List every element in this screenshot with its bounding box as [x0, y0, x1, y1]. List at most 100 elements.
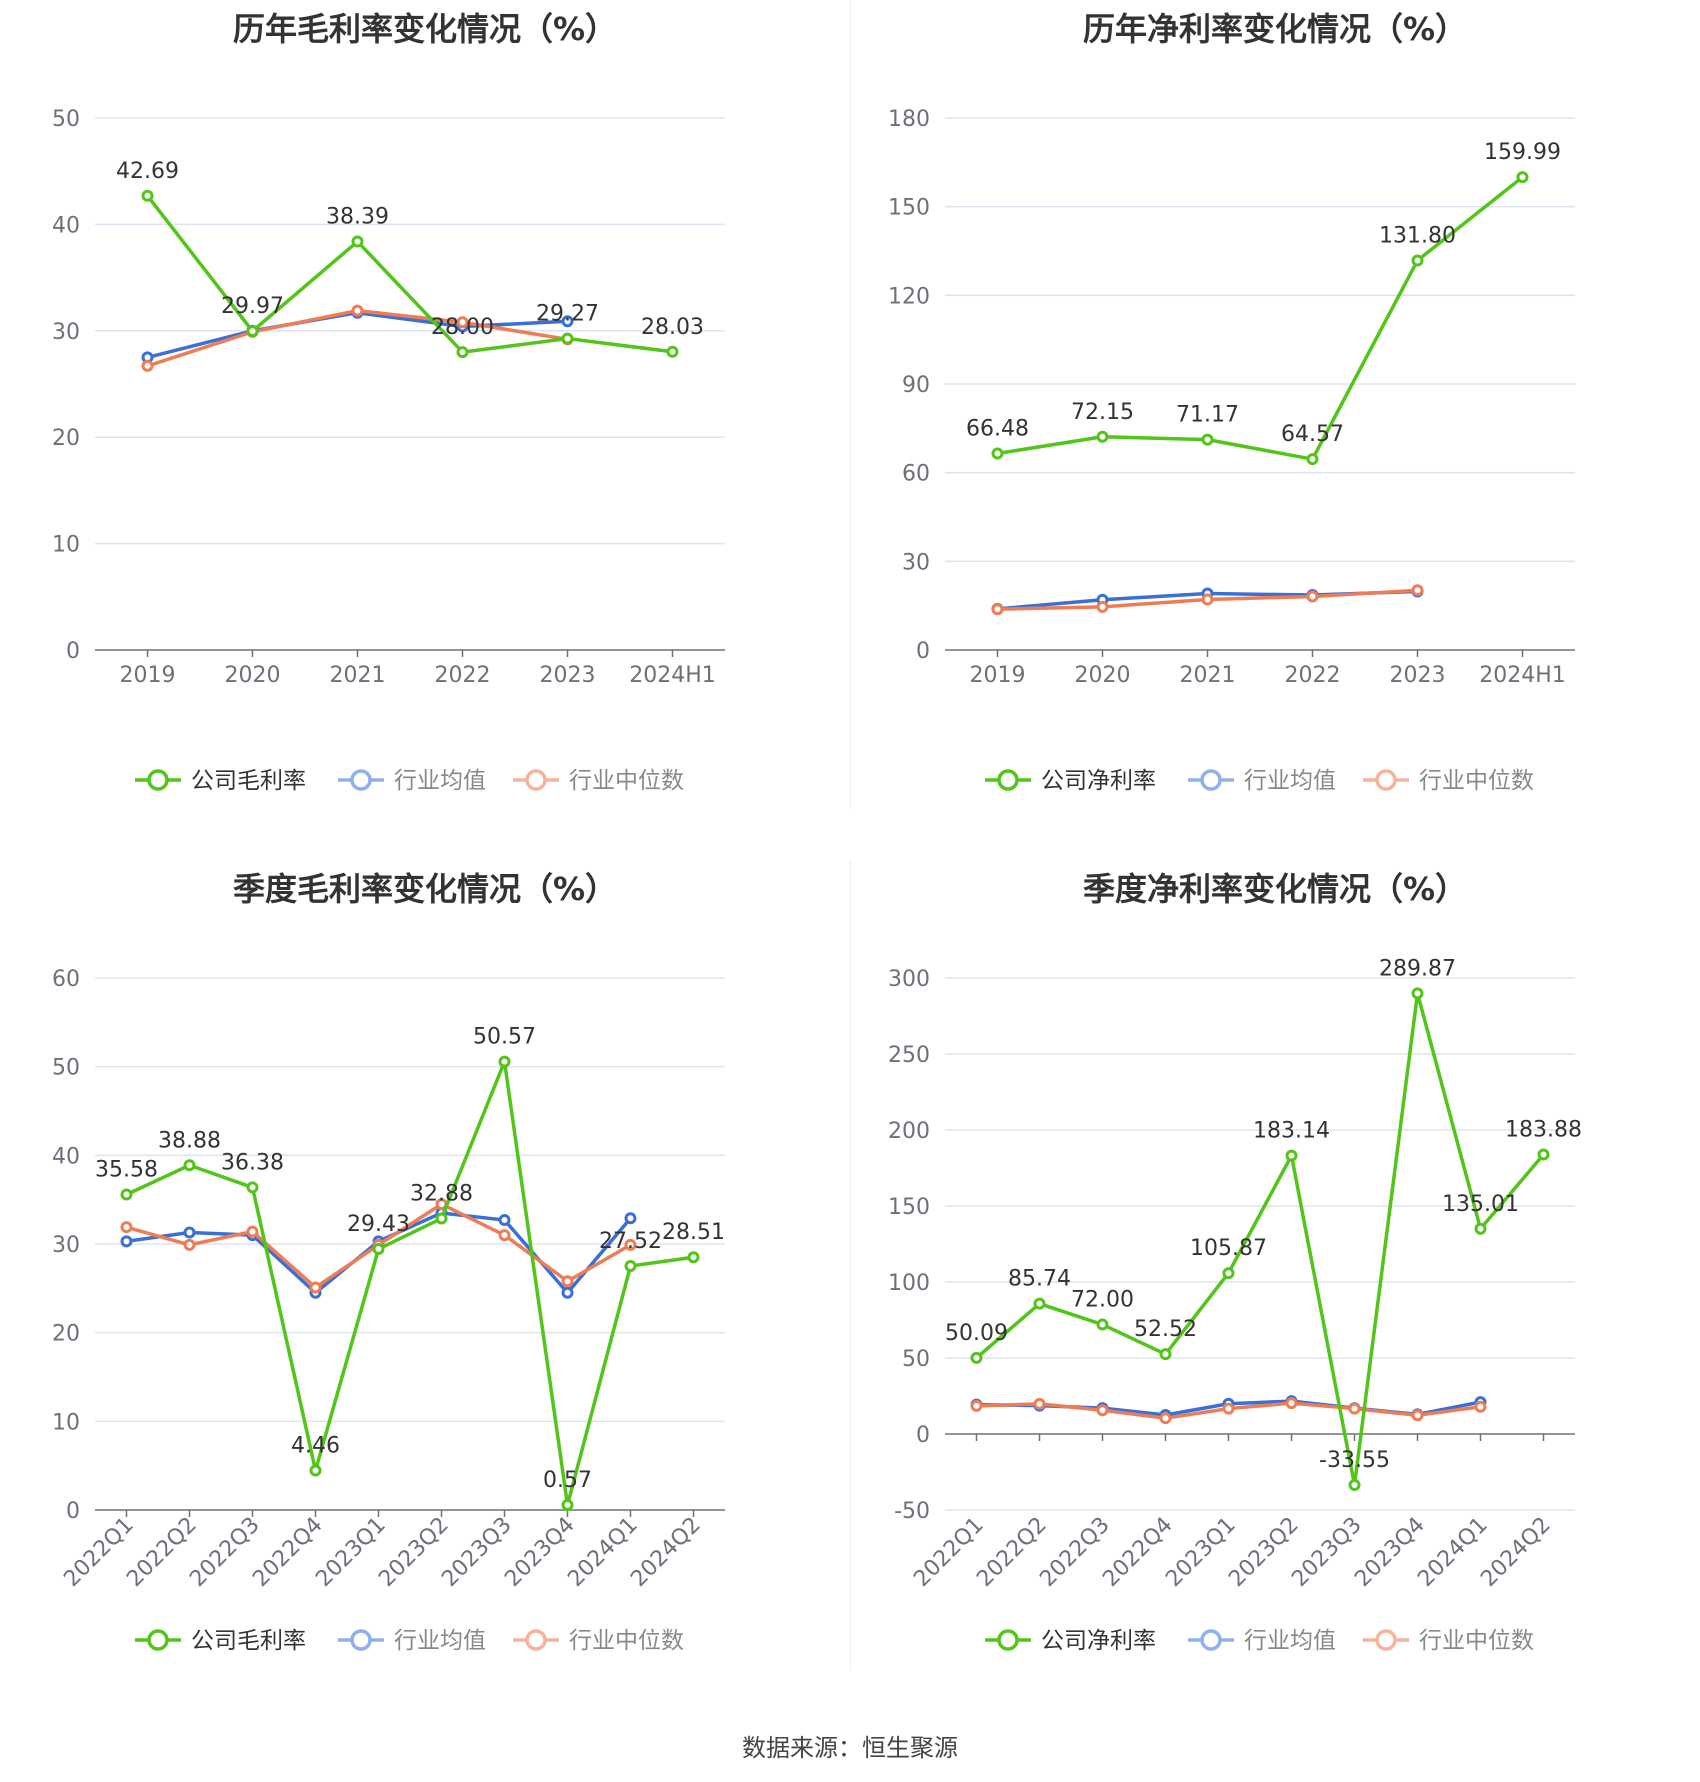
series-line-avg [147, 310, 568, 360]
y-tick-label: 90 [902, 373, 930, 398]
y-tick-label: 40 [52, 1144, 80, 1169]
data-point-company [970, 1351, 983, 1364]
y-tick-label: 20 [52, 1322, 80, 1347]
data-point-company [991, 447, 1004, 460]
legend-marker [350, 769, 372, 791]
legend-marker [1375, 1629, 1397, 1651]
data-point-company [183, 1159, 196, 1172]
y-tick-label: 20 [52, 426, 80, 451]
data-label: 28.03 [641, 315, 704, 340]
data-point-company [1537, 1148, 1550, 1161]
legend-item-median[interactable]: 行业中位数 [513, 1628, 684, 1654]
data-label: 27.52 [599, 1229, 662, 1254]
quarterly-gross-margin-svg: 01020304050602022Q12022Q22022Q32022Q4202… [52, 967, 725, 1654]
data-point-avg [498, 1214, 511, 1227]
divider [850, 860, 851, 1670]
data-source-label: 数据来源：恒生聚源 [742, 1734, 958, 1762]
data-point-company [1474, 1222, 1487, 1235]
data-point-median [246, 1225, 259, 1238]
x-tick-label: 2020 [1075, 663, 1131, 688]
data-label: 105.87 [1190, 1236, 1267, 1261]
x-tick-label: 2019 [970, 663, 1026, 688]
y-tick-label: 0 [66, 1499, 80, 1524]
data-label: 4.46 [291, 1433, 340, 1458]
data-point-median [1033, 1397, 1046, 1410]
data-point-company [246, 1181, 259, 1194]
legend-item-avg[interactable]: 行业均值 [338, 1628, 486, 1654]
data-point-avg [561, 315, 574, 328]
data-point-company [1096, 1318, 1109, 1331]
legend-item-avg[interactable]: 行业均值 [1188, 1628, 1336, 1654]
data-point-company [1201, 433, 1214, 446]
data-label: 72.15 [1071, 400, 1134, 425]
legend-label: 行业中位数 [569, 1628, 684, 1654]
data-point-median [970, 1399, 983, 1412]
legend-label: 行业均值 [394, 768, 486, 794]
data-label: 159.99 [1484, 140, 1561, 165]
y-tick-label: 300 [888, 967, 930, 992]
divider [850, 0, 851, 810]
y-tick-label: 30 [902, 550, 930, 575]
x-tick-label: 2024H1 [629, 663, 716, 688]
data-point-median [624, 1238, 637, 1251]
series-line-company [975, 991, 1545, 1487]
data-label: 29.97 [221, 294, 284, 319]
data-point-median [1285, 1397, 1298, 1410]
data-point-company [141, 189, 154, 202]
data-point-median [991, 603, 1004, 616]
legend-item-median[interactable]: 行业中位数 [1363, 768, 1534, 794]
data-label: 32.88 [410, 1181, 473, 1206]
legend-item-company[interactable]: 公司毛利率 [135, 1628, 306, 1654]
data-point-company [1411, 254, 1424, 267]
chart-title: 历年净利率变化情况（%） [1082, 10, 1468, 48]
data-label: 183.14 [1253, 1119, 1330, 1144]
data-label: 72.00 [1071, 1288, 1134, 1313]
data-point-median [1222, 1402, 1235, 1415]
data-point-median [1201, 593, 1214, 606]
quarterly-gross-margin-chart: 季度毛利率变化情况（%） 0 10 20 30 40 50 60 2022Q1 2022Q2 20… [0, 860, 850, 1720]
data-point-company [687, 1251, 700, 1264]
data-label: 38.39 [326, 205, 389, 230]
series-line-company [125, 1059, 694, 1507]
data-point-median [1411, 1409, 1424, 1422]
legend-item-company[interactable]: 公司净利率 [985, 768, 1156, 794]
legend-item-median[interactable]: 行业中位数 [1363, 1628, 1534, 1654]
data-point-company [456, 346, 469, 359]
data-point-company [1285, 1149, 1298, 1162]
data-point-median [1306, 590, 1319, 603]
legend-item-avg[interactable]: 行业均值 [1188, 768, 1336, 794]
data-point-avg [561, 1286, 574, 1299]
data-point-company [1306, 453, 1319, 466]
x-tick-label: 2023 [1390, 663, 1446, 688]
y-tick-label: 180 [888, 107, 930, 132]
data-point-median [456, 316, 469, 329]
data-label: 289.87 [1379, 956, 1456, 981]
data-label: 183.88 [1505, 1118, 1582, 1143]
x-tick-label: 2024H1 [1479, 663, 1566, 688]
data-label: 50.09 [945, 1321, 1008, 1346]
legend-marker [1200, 1629, 1222, 1651]
legend-label: 行业中位数 [1419, 1628, 1534, 1654]
quarterly-net-margin-chart: 季度净利率变化情况（%） -50 0 50 100 150 200 250 300 2022Q1… [850, 860, 1700, 1720]
legend-item-company[interactable]: 公司净利率 [985, 1628, 1156, 1654]
data-label: 38.88 [158, 1128, 221, 1153]
data-point-company [1222, 1267, 1235, 1280]
data-label: 35.58 [95, 1158, 158, 1183]
x-tick-label: 2022 [1285, 663, 1341, 688]
legend-item-company[interactable]: 公司毛利率 [135, 768, 306, 794]
y-tick-label: 50 [52, 1056, 80, 1081]
y-tick-label: 0 [916, 1423, 930, 1448]
legend-label: 公司毛利率 [191, 1628, 306, 1654]
legend-label: 行业中位数 [569, 768, 684, 794]
legend-item-avg[interactable]: 行业均值 [338, 768, 486, 794]
data-point-company [351, 235, 364, 248]
data-point-company [1516, 171, 1529, 184]
legend-marker [147, 769, 169, 791]
data-point-median [1474, 1400, 1487, 1413]
data-label: 0.57 [543, 1468, 592, 1493]
x-tick-label: 2024Q2 [626, 1513, 705, 1592]
legend-item-median[interactable]: 行业中位数 [513, 768, 684, 794]
x-tick-label: 2021 [1180, 663, 1236, 688]
data-point-company [1411, 987, 1424, 1000]
y-tick-label: 0 [66, 639, 80, 664]
